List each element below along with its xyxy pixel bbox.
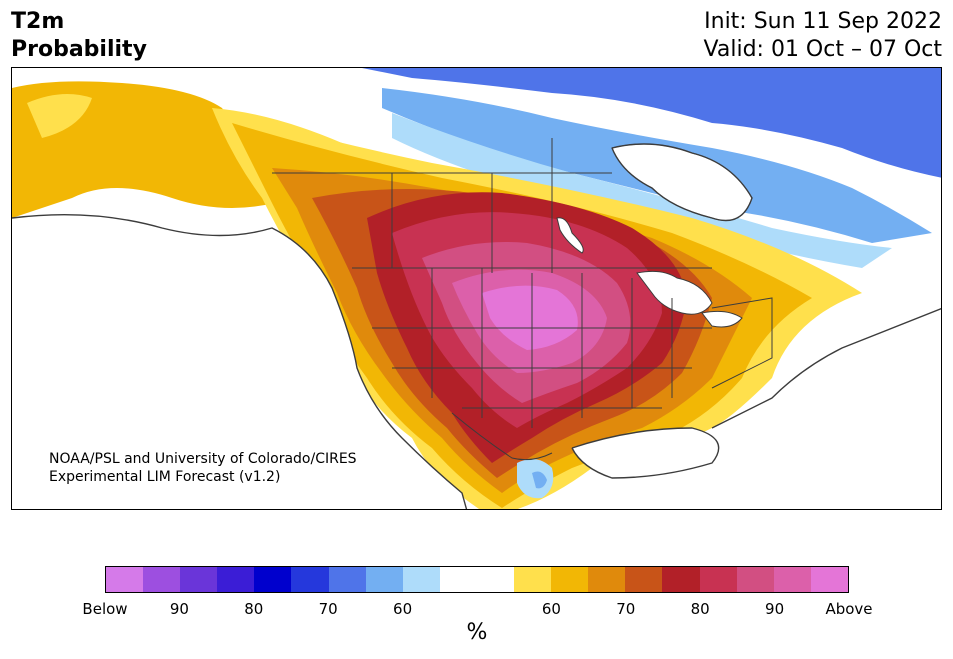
map: NOAA/PSL and University of Colorado/CIRE… xyxy=(11,67,942,510)
colorbar-tick-label: 60 xyxy=(541,600,561,618)
colorbar-tick-label: 70 xyxy=(318,600,338,618)
colorbar-swatch xyxy=(439,567,477,592)
colorbar-swatch xyxy=(328,567,366,592)
colorbar-tick-label: Below xyxy=(82,600,128,618)
colorbar-swatch xyxy=(217,567,255,592)
init-date: Init: Sun 11 Sep 2022 xyxy=(704,9,942,34)
date-block: Init: Sun 11 Sep 2022 Valid: 01 Oct – 07… xyxy=(704,8,942,64)
political-borders xyxy=(272,138,773,461)
canada-blue-dark xyxy=(362,68,941,178)
colorbar-swatch xyxy=(625,567,663,592)
mexico-cool-core xyxy=(532,471,547,489)
colorbar-swatch xyxy=(106,567,144,592)
colorbar-swatch xyxy=(291,567,329,592)
colorbar-swatch xyxy=(402,567,440,592)
credit-line-2: Experimental LIM Forecast (v1.2) xyxy=(49,469,281,485)
title-line-2: Probability xyxy=(11,37,147,62)
colorbar-swatch xyxy=(514,567,552,592)
colorbar-swatch xyxy=(736,567,774,592)
ocean-atlantic xyxy=(575,308,941,509)
coastlines xyxy=(12,143,941,509)
colorbar-swatch xyxy=(254,567,292,592)
canada-blue-light xyxy=(392,113,892,268)
colorbar-swatch xyxy=(810,567,848,592)
colorbar-swatch xyxy=(588,567,626,592)
gulf-of-mexico xyxy=(572,428,719,478)
colorbar-swatch xyxy=(365,567,403,592)
title: T2m Probability xyxy=(11,8,147,64)
colorbar-swatch xyxy=(143,567,181,592)
colorbar-tick-label: 80 xyxy=(244,600,264,618)
colorbar-unit: % xyxy=(466,620,488,645)
colorbar xyxy=(105,566,849,593)
colorbar-tick-label: 80 xyxy=(690,600,710,618)
credit-line-1: NOAA/PSL and University of Colorado/CIRE… xyxy=(49,451,357,467)
valid-date: Valid: 01 Oct – 07 Oct xyxy=(703,37,942,62)
colorbar-swatch xyxy=(551,567,589,592)
colorbar-tick-label: 70 xyxy=(616,600,636,618)
great-lakes xyxy=(636,270,743,328)
credit: NOAA/PSL and University of Colorado/CIRE… xyxy=(49,450,357,486)
colorbar-swatch xyxy=(180,567,218,592)
lake-winnipeg xyxy=(556,217,584,254)
colorbar-tick-label: Above xyxy=(825,600,873,618)
title-line-1: T2m xyxy=(11,9,65,34)
probability-map xyxy=(12,68,941,509)
colorbar-swatch xyxy=(476,567,515,592)
colorbar-swatch xyxy=(662,567,700,592)
colorbar-swatch xyxy=(773,567,811,592)
warm-core-magenta xyxy=(482,285,578,350)
colorbar-swatch xyxy=(699,567,737,592)
colorbar-tick-label: 90 xyxy=(169,600,189,618)
colorbar-tick-label: 60 xyxy=(393,600,413,618)
ocean-pacific xyxy=(12,214,467,509)
colorbar-tick-label: 90 xyxy=(765,600,785,618)
